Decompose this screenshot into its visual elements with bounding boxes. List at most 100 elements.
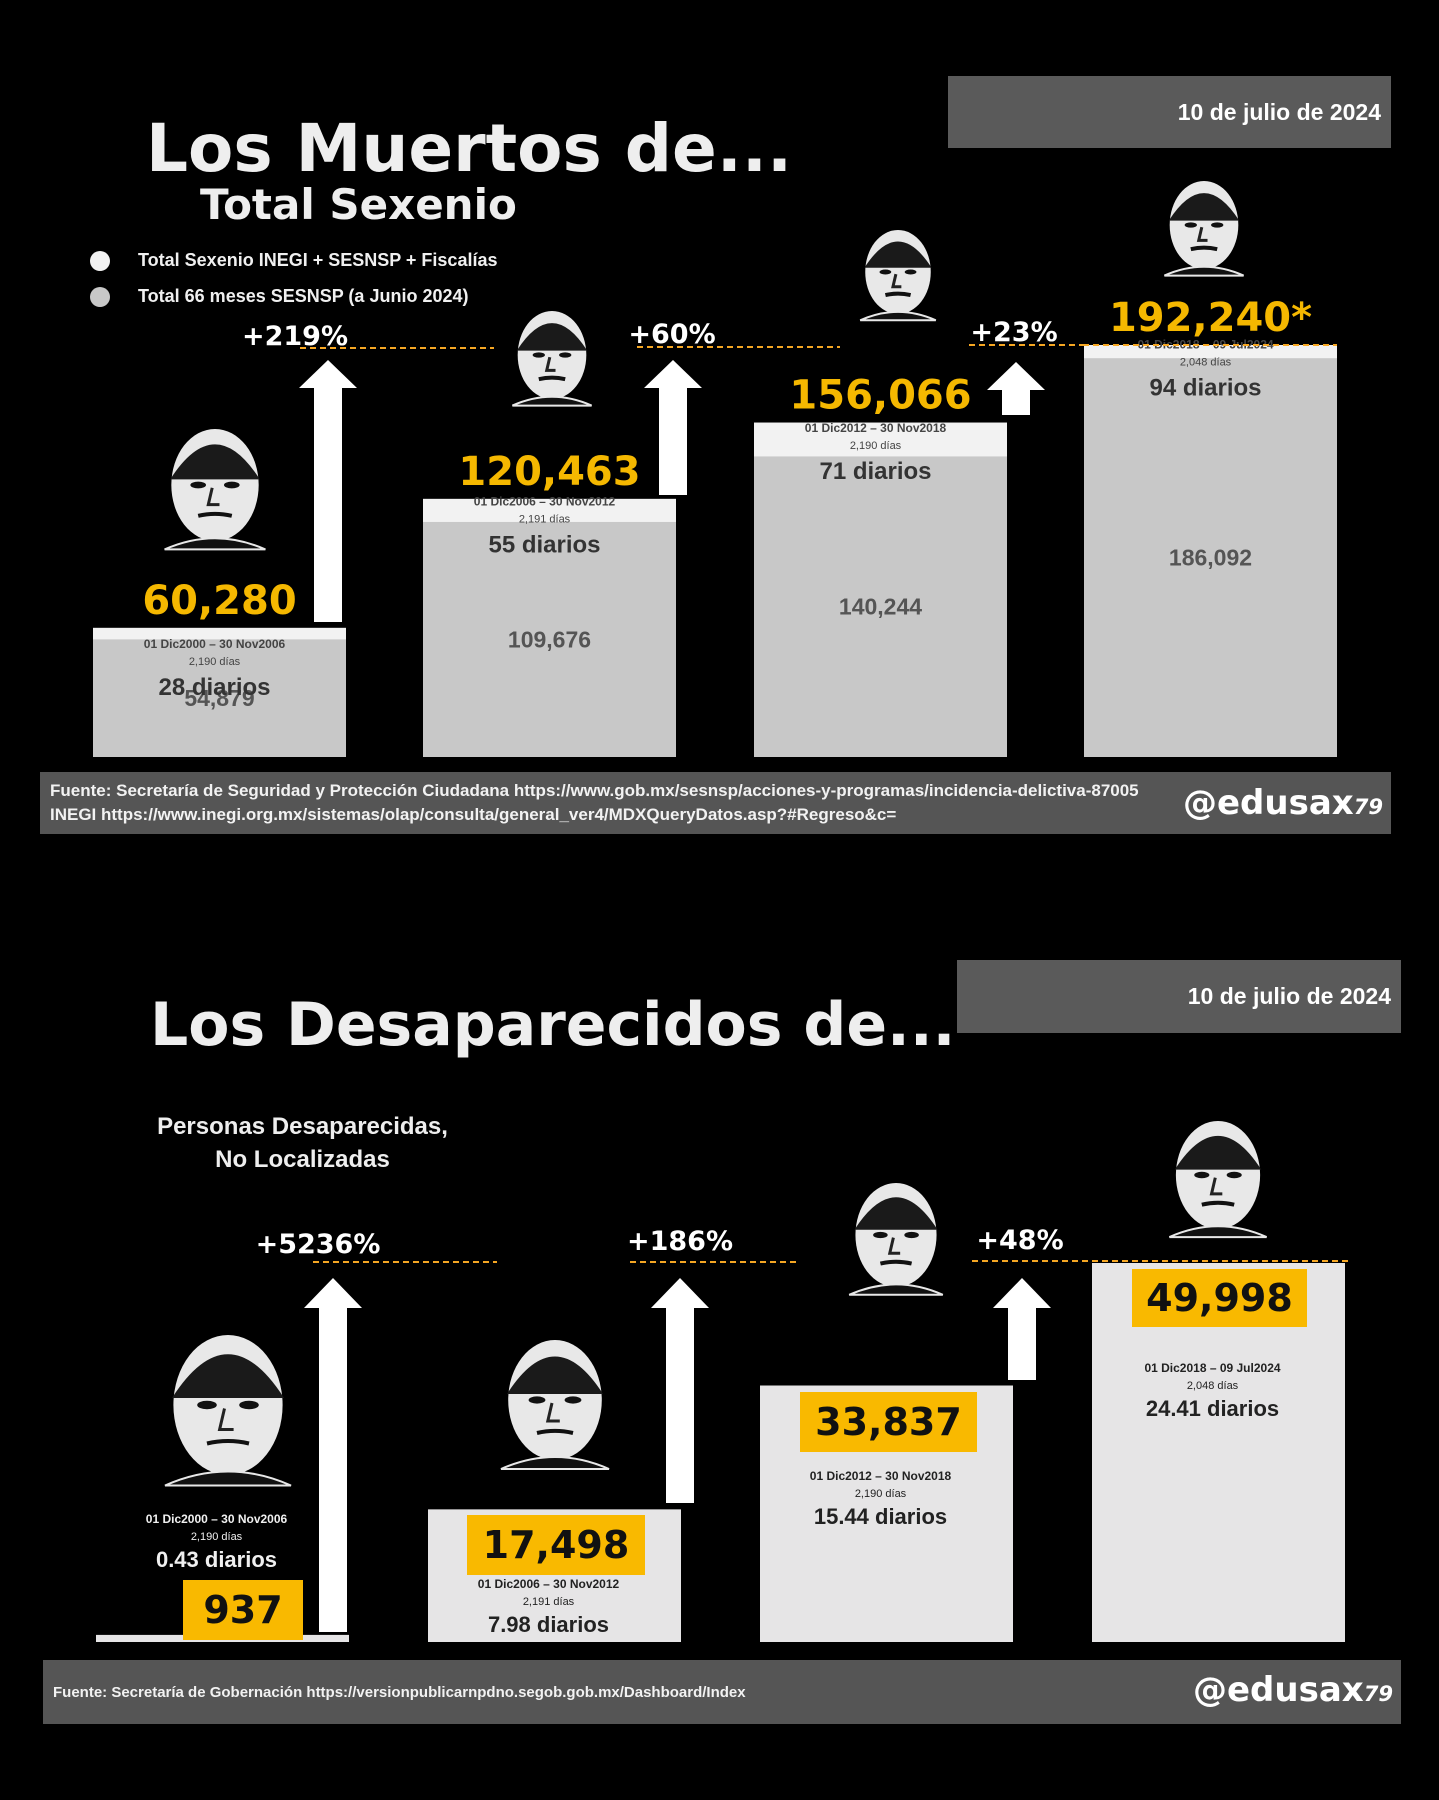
portrait-eye — [1211, 222, 1224, 228]
portrait-hair — [172, 1354, 284, 1398]
increase-arrow-icon — [299, 360, 357, 622]
increase-percent-label: +186% — [627, 1226, 733, 1257]
page-title-muertos: Los Muertos de... — [146, 110, 793, 187]
portrait-pena-icon — [848, 1183, 944, 1296]
portrait-eye — [239, 1400, 259, 1410]
portrait-mouth — [206, 1439, 250, 1446]
legend-swatch-sesnsp — [90, 286, 110, 307]
portrait-eye — [223, 481, 240, 489]
increase-arrow-icon — [644, 360, 702, 495]
sesnsp-value-label: 109,676 — [508, 626, 591, 652]
portrait-nose — [217, 1408, 234, 1431]
source-line-2: INEGI https://www.inegi.org.mx/sistemas/… — [50, 805, 897, 824]
portrait-hair — [516, 323, 588, 351]
increase-percent-label: +48% — [976, 1225, 1063, 1256]
total-value-label: 192,240* — [1109, 295, 1312, 341]
source-line: Fuente: Secretaría de Gobernación https:… — [53, 1684, 746, 1701]
days-label: 2,190 días — [191, 1531, 243, 1543]
legend-item-total: Total Sexenio INEGI + SESNSP + Fiscalías — [90, 250, 497, 271]
bar-sesnsp — [93, 639, 346, 757]
days-label: 2,048 días — [1187, 1380, 1239, 1392]
portrait-collar — [164, 537, 266, 551]
increase-percent-label: +219% — [242, 321, 348, 352]
handle-suffix: 79 — [1353, 794, 1384, 819]
total-value-label: 60,280 — [142, 578, 296, 624]
value-label-box — [1132, 1269, 1307, 1327]
portrait-mouth — [1190, 245, 1218, 252]
portrait-hair — [507, 1356, 603, 1394]
increase-arrow-icon — [993, 1278, 1051, 1380]
portrait-nose — [1209, 1177, 1223, 1196]
portrait-calderon-icon — [500, 1340, 610, 1470]
portrait-calderon-icon — [511, 311, 593, 407]
portrait-collar — [1168, 1225, 1268, 1239]
portrait-eye — [564, 1396, 582, 1404]
portrait-eye — [532, 352, 545, 358]
subtitle-line-1: Personas Desaparecidas, — [157, 1113, 448, 1140]
portrait-eye — [904, 269, 917, 275]
portrait-hair — [170, 444, 260, 480]
period-label: 01 Dic2012 – 30 Nov2018 — [805, 421, 947, 435]
handle-text: @edusax — [1193, 1670, 1364, 1710]
sesnsp-value-label: 140,244 — [839, 594, 922, 620]
portrait-nose — [545, 1402, 560, 1423]
handle-desaparecidos: @edusax79 — [1193, 1670, 1393, 1710]
portrait-eye — [1184, 222, 1197, 228]
chart-muertos: 54,879 01 Dic2000 – 30 Nov2006 2,190 días 2… — [93, 181, 1337, 757]
portrait-nose — [206, 487, 220, 507]
portrait-mouth — [197, 511, 233, 518]
portrait-eye — [1226, 1171, 1242, 1179]
portrait-amlo-icon — [1168, 1121, 1268, 1239]
portrait-eye — [904, 1231, 919, 1239]
portrait-eye — [873, 1231, 888, 1239]
sesnsp-value-label: 54,879 — [184, 685, 254, 711]
date-label: 10 de julio de 2024 — [1177, 98, 1381, 125]
bar-sesnsp — [1084, 358, 1337, 757]
desaparecidos-value-label: 937 — [203, 1588, 282, 1632]
desaparecidos-value-label: 17,498 — [483, 1523, 630, 1567]
daily-label: 15.44 diarios — [814, 1504, 947, 1529]
portrait-pena-icon — [859, 230, 937, 322]
page-title-desaparecidos: Los Desaparecidos de... — [150, 990, 956, 1060]
portrait-collar — [164, 1470, 292, 1487]
value-label-box — [183, 1580, 303, 1640]
portrait-nose — [887, 1237, 901, 1255]
period-label: 01 Dic2018 – 09 Jul2024 — [1144, 1361, 1280, 1375]
daily-label: 0.43 diarios — [156, 1547, 277, 1572]
period-label: 01 Dic2006 – 30 Nov2012 — [474, 494, 616, 508]
desaparecidos-value-label: 49,998 — [1146, 1276, 1293, 1320]
days-label: 2,048 días — [1180, 357, 1232, 369]
date-badge-muertos: 10 de julio de 2024 — [948, 76, 1391, 148]
portrait-mouth — [536, 1428, 574, 1435]
portrait-eye — [528, 1396, 546, 1404]
daily-label: 55 diarios — [488, 531, 600, 558]
days-label: 2,191 días — [519, 513, 571, 525]
source-box-muertos: Fuente: Secretaría de Seguridad y Protec… — [40, 772, 1391, 834]
legend-label-sesnsp: Total 66 meses SESNSP (a Junio 2024) — [138, 286, 469, 306]
portrait-collar — [859, 311, 937, 322]
portrait-amlo-icon — [1163, 181, 1245, 277]
total-value-label: 156,066 — [789, 373, 971, 419]
portrait-eye — [197, 1400, 217, 1410]
portrait-mouth — [884, 291, 912, 298]
days-label: 2,190 días — [189, 656, 241, 668]
portrait-collar — [1163, 265, 1245, 277]
handle-text: @edusax — [1183, 783, 1354, 823]
portrait-nose — [891, 273, 902, 289]
total-value-label: 120,463 — [458, 449, 640, 495]
daily-label: 94 diarios — [1149, 375, 1261, 402]
value-label-box — [467, 1515, 645, 1575]
portrait-hair — [864, 241, 932, 268]
daily-label: 28 diarios — [158, 674, 270, 701]
subtitle-line-2: No Localizadas — [215, 1146, 390, 1173]
daily-label: 24.41 diarios — [1146, 1396, 1279, 1421]
increase-percent-label: +23% — [970, 317, 1057, 348]
desaparecidos-value-label: 33,837 — [815, 1400, 962, 1444]
portrait-eye — [559, 352, 572, 358]
period-label: 01 Dic2012 – 30 Nov2018 — [810, 1469, 952, 1483]
legend-swatch-total — [90, 250, 110, 271]
days-label: 2,190 días — [850, 440, 902, 452]
portrait-hair — [854, 1197, 938, 1230]
portrait-mouth — [538, 375, 566, 382]
increase-arrow-icon — [987, 362, 1045, 415]
